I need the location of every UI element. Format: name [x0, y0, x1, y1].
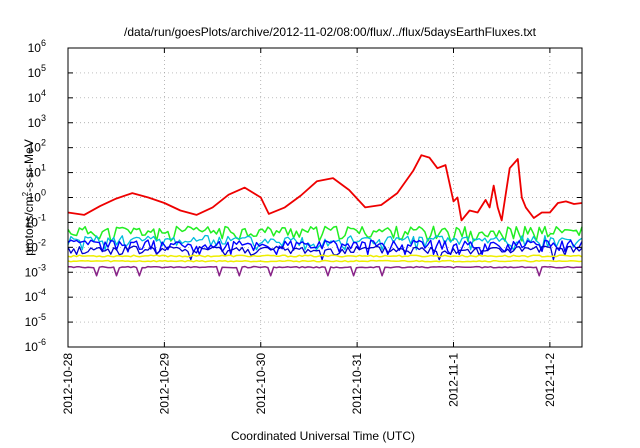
series-layer — [67, 154, 583, 277]
y-tick-label: 104 — [28, 88, 46, 105]
x-tick-label: 2012-11-2 — [543, 353, 557, 407]
series-line — [67, 154, 583, 222]
x-tick-label: 2012-10-28 — [61, 353, 75, 415]
y-axis-label-pre: protons/cm — [22, 196, 36, 255]
y-tick-label: 10-2 — [25, 237, 46, 254]
y-tick-label: 100 — [28, 188, 46, 205]
series-line — [67, 254, 583, 258]
x-tick-label: 2012-10-29 — [157, 353, 171, 415]
chart-title: /data/run/goesPlots/archive/2012-11-02/0… — [124, 25, 537, 39]
series-line — [68, 265, 583, 277]
series-line — [67, 245, 583, 261]
y-tick-label: 101 — [28, 163, 46, 180]
y-tick-label: 10-3 — [25, 262, 46, 279]
y-axis: 10-6 10-5 10-4 10-3 10-2 10-1 100 101 102 103 104 1… — [25, 38, 582, 354]
y-axis-label-sup: 2 — [21, 191, 30, 196]
y-tick-label: 10-6 — [25, 337, 46, 354]
y-tick-label: 105 — [28, 63, 46, 80]
series-line — [67, 239, 583, 256]
x-tick-label: 2012-10-31 — [350, 353, 364, 415]
y-tick-label: 102 — [28, 138, 46, 155]
x-axis: 2012-10-28 2012-10-29 2012-10-30 2012-10-31… — [61, 48, 557, 414]
series-line — [67, 234, 583, 251]
y-tick-label: 103 — [28, 113, 46, 130]
x-tick-label: 2012-11-1 — [447, 353, 461, 407]
y-axis-label: protons/cm2-s-sr-MeV — [21, 139, 36, 255]
y-tick-label: 10-1 — [25, 212, 46, 229]
y-tick-label: 10-5 — [25, 312, 46, 329]
x-axis-label: Coordinated Universal Time (UTC) — [231, 429, 415, 443]
series-line — [67, 259, 583, 263]
x-tick-label: 2012-10-30 — [254, 353, 268, 415]
y-axis-label-post: -s-sr-MeV — [22, 139, 36, 192]
y-tick-label: 106 — [28, 38, 46, 55]
y-tick-label: 10-4 — [25, 287, 46, 304]
